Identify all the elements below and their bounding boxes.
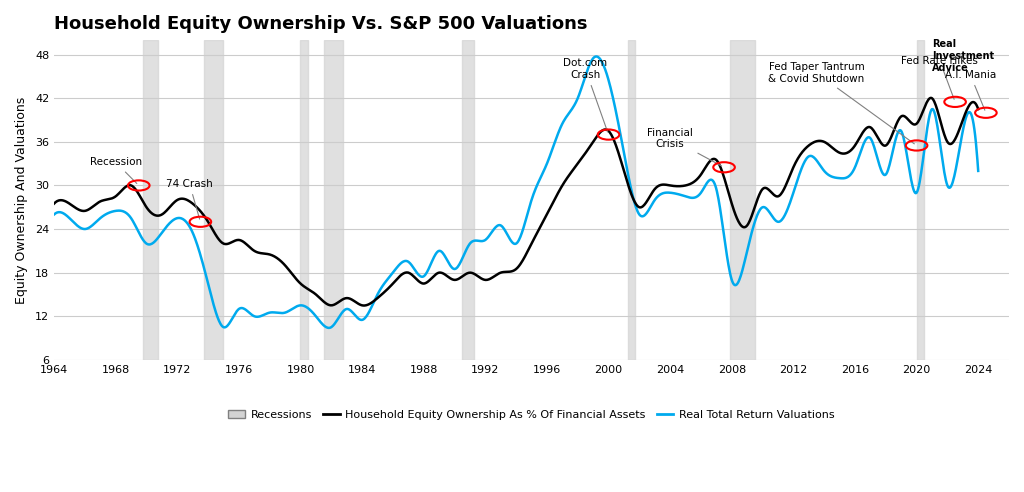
Text: Household Equity Ownership Vs. S&P 500 Valuations: Household Equity Ownership Vs. S&P 500 V… [54,15,588,33]
Bar [300,40,308,360]
Bar [916,40,925,360]
Text: Real
Investment
Advice: Real Investment Advice [932,39,994,72]
Text: Fed Rate Hikes: Fed Rate Hikes [901,56,978,99]
Text: A.I. Mania: A.I. Mania [945,70,996,110]
Text: Recession: Recession [90,157,141,184]
Text: 74 Crash: 74 Crash [166,179,213,219]
Bar [462,40,474,360]
Y-axis label: Equity Ownership And Valuations: Equity Ownership And Valuations [15,96,28,304]
Text: Dot.com
Crash: Dot.com Crash [563,59,607,132]
Text: Financial
Crisis: Financial Crisis [647,127,722,166]
Bar [730,40,755,360]
Bar [324,40,343,360]
Bar [628,40,636,360]
Legend: Recessions, Household Equity Ownership As % Of Financial Assets, Real Total Retu: Recessions, Household Equity Ownership A… [224,406,839,425]
Text: Fed Taper Tantrum
& Covid Shutdown: Fed Taper Tantrum & Covid Shutdown [768,62,914,144]
Bar [204,40,223,360]
Bar [142,40,158,360]
